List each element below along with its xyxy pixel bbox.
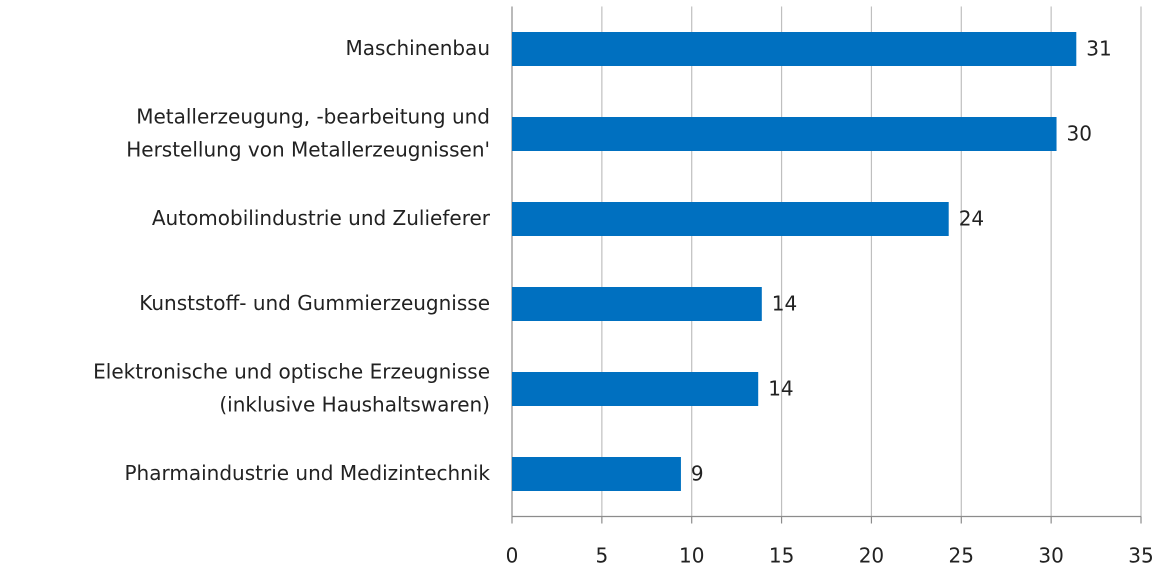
- bar: [512, 372, 759, 406]
- x-tick-label: 15: [769, 544, 794, 568]
- y-tick-label: Kunststoff- und Gummierzeugnisse: [139, 291, 490, 315]
- y-tick-label: Automobilindustrie und Zulieferer: [152, 206, 491, 230]
- label-line: Pharmaindustrie und Medizintechnik: [125, 461, 491, 485]
- x-tick-label: 30: [1038, 544, 1063, 568]
- x-tick-label: 10: [679, 544, 704, 568]
- label-line: (inklusive Haushaltswaren): [219, 392, 490, 416]
- bar: [512, 287, 762, 321]
- label-line: Metallerzeugung, -bearbeitung und: [136, 104, 490, 128]
- x-tick-label: 35: [1128, 544, 1153, 568]
- y-tick-label: Pharmaindustrie und Medizintechnik: [125, 461, 491, 485]
- bar: [512, 32, 1077, 66]
- bar: [512, 202, 949, 236]
- label-line: Kunststoff- und Gummierzeugnisse: [139, 291, 490, 315]
- data-label: 24: [959, 207, 984, 231]
- x-tick-label: 20: [859, 544, 884, 568]
- x-tick-label: 5: [595, 544, 608, 568]
- data-label: 31: [1086, 37, 1111, 61]
- x-tick-label: 25: [949, 544, 974, 568]
- label-line: Elektronische und optische Erzeugnisse: [93, 359, 490, 383]
- label-line: Automobilindustrie und Zulieferer: [152, 206, 491, 230]
- data-label: 14: [768, 377, 793, 401]
- y-tick-label: Maschinenbau: [346, 36, 490, 60]
- bar: [512, 117, 1057, 151]
- bar: [512, 457, 681, 491]
- data-label: 30: [1067, 122, 1092, 146]
- label-line: Maschinenbau: [346, 36, 490, 60]
- data-label: 14: [772, 292, 797, 316]
- y-tick-label: Elektronische und optische Erzeugnisse (i…: [93, 359, 490, 416]
- data-label: 9: [691, 462, 704, 486]
- x-tick-label: 0: [506, 544, 519, 568]
- y-tick-label: Metallerzeugung, -bearbeitung und Herstel…: [126, 104, 490, 161]
- label-line: Herstellung von Metallerzeugnissen': [126, 137, 490, 161]
